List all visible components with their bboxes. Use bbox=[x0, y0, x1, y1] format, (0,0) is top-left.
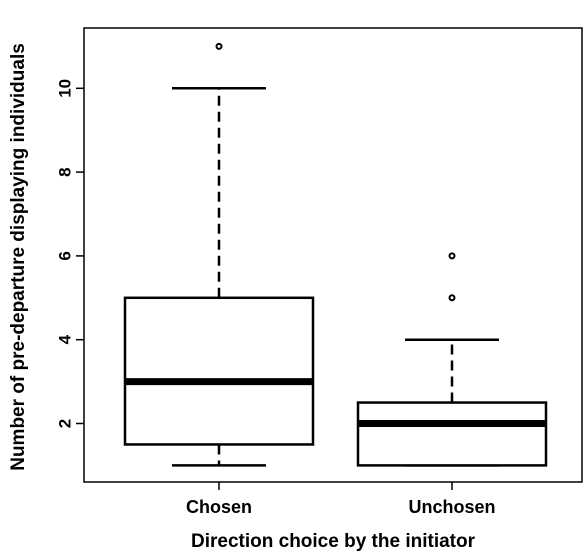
y-axis-title: Number of pre-departure displaying indiv… bbox=[8, 43, 29, 471]
box-unchosen bbox=[356, 401, 548, 467]
box-chosen bbox=[123, 296, 315, 446]
y-tick-label-10: 10 bbox=[55, 79, 74, 98]
plot-layer bbox=[123, 42, 548, 467]
y-tick-label-6: 6 bbox=[55, 251, 74, 260]
y-tick-label-8: 8 bbox=[55, 167, 74, 176]
plot-frame bbox=[83, 27, 583, 483]
x-tick-label-chosen: Chosen bbox=[186, 497, 252, 517]
y-tick-label-2: 2 bbox=[55, 419, 74, 428]
outlier-chosen-1 bbox=[215, 42, 223, 50]
x-axis: Chosen Unchosen bbox=[186, 482, 496, 517]
y-tick-label-4: 4 bbox=[55, 334, 74, 344]
x-axis-title: Direction choice by the initiator bbox=[191, 531, 476, 552]
outlier-unchosen-1 bbox=[448, 294, 456, 302]
x-tick-label-unchosen: Unchosen bbox=[408, 497, 495, 517]
outlier-unchosen-2 bbox=[448, 252, 456, 260]
y-axis: 2 4 6 8 10 bbox=[55, 79, 84, 428]
